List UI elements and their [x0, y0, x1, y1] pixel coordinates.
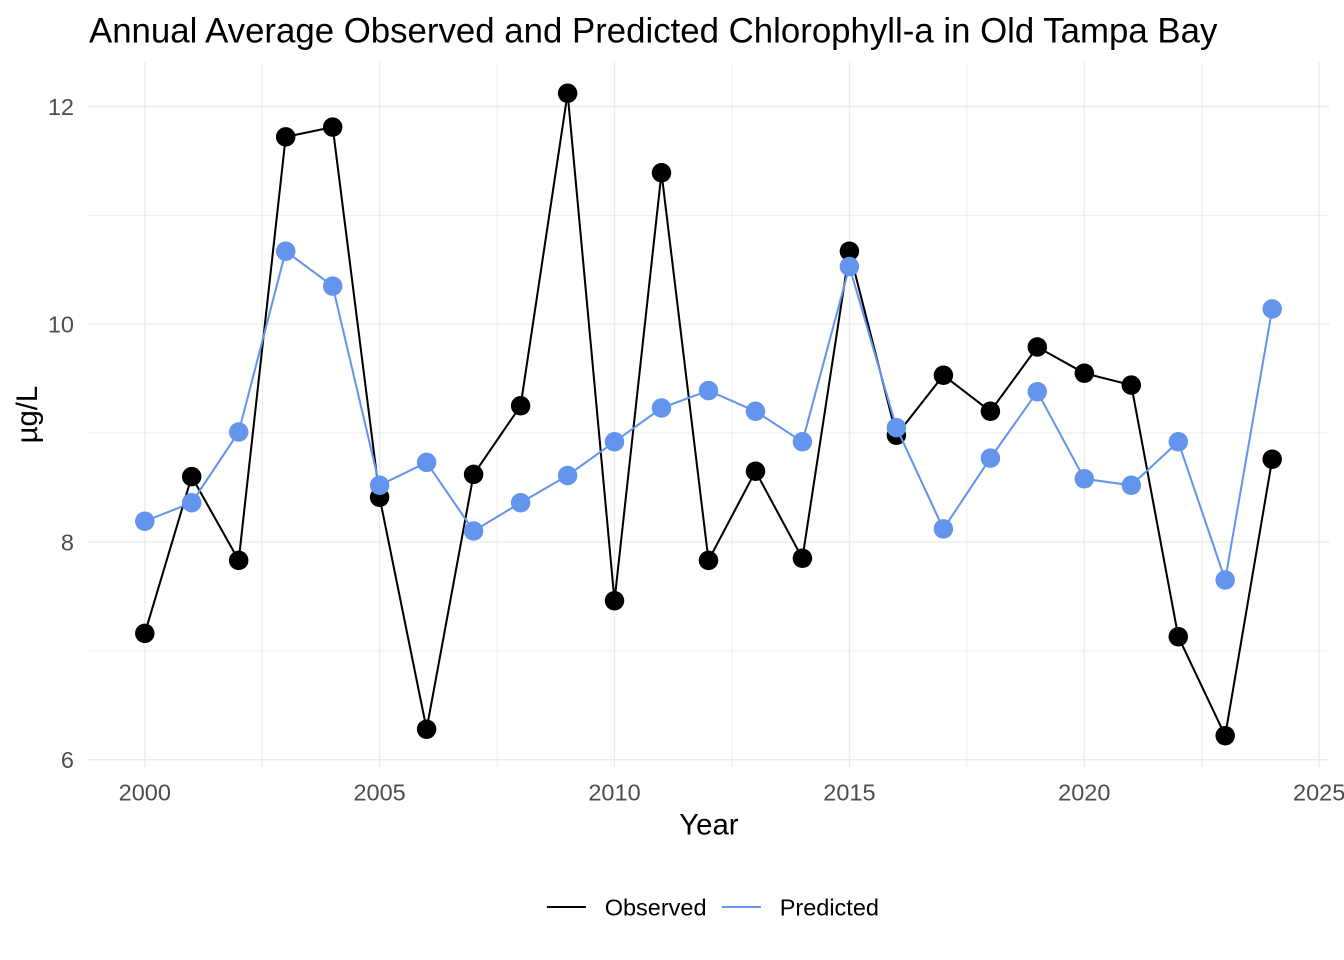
svg-text:2025: 2025 [1293, 780, 1344, 806]
svg-text:2005: 2005 [353, 780, 405, 806]
svg-text:2015: 2015 [823, 780, 875, 806]
svg-text:12: 12 [48, 94, 74, 120]
svg-text:2020: 2020 [1058, 780, 1110, 806]
svg-text:8: 8 [61, 529, 74, 555]
svg-text:Predicted: Predicted [780, 894, 879, 920]
svg-text:Observed: Observed [605, 894, 707, 920]
svg-text:2000: 2000 [119, 780, 171, 806]
svg-text:Annual Average Observed and Pr: Annual Average Observed and Predicted Ch… [89, 12, 1218, 51]
svg-text:Year: Year [679, 808, 738, 841]
svg-text:2010: 2010 [588, 780, 640, 806]
svg-text:6: 6 [61, 747, 74, 773]
svg-text:µg/L: µg/L [11, 386, 44, 444]
svg-text:10: 10 [48, 312, 74, 338]
